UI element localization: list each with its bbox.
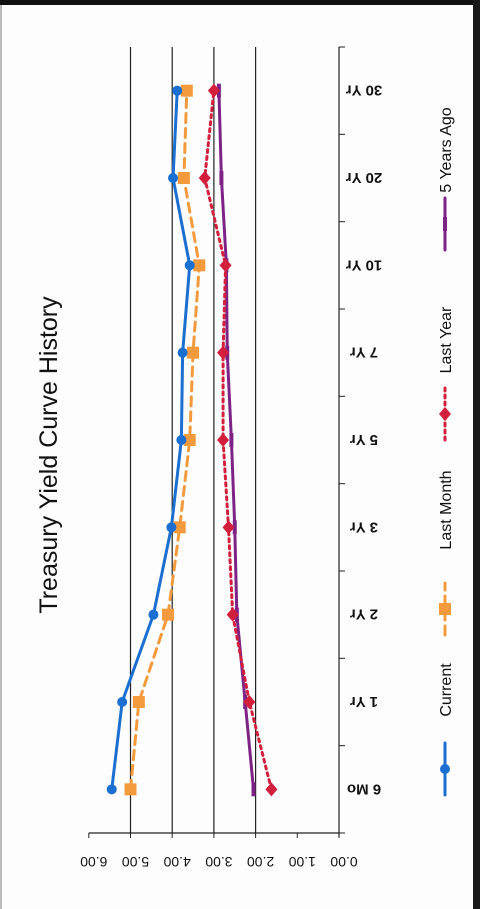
data-point (173, 521, 186, 534)
value-tick-label: 1.00 (288, 854, 315, 870)
data-point (132, 696, 145, 708)
category-label: 5 Yr (350, 431, 378, 448)
legend-label: Current (438, 663, 455, 717)
data-point (207, 83, 220, 98)
value-tick-label: 0.00 (330, 854, 357, 870)
data-point (124, 783, 137, 796)
frame-edge-top (0, 0, 480, 5)
axis-group: 0.00 1.00 2.00 3.00 4.00 5.00 6.00 6 Mo 1 Yr 2 Yr… (80, 46, 383, 870)
legend: Current Last Month Last Year 5 Years Ago (438, 107, 455, 797)
data-point (177, 172, 190, 184)
series-last-month (124, 84, 206, 796)
data-point (193, 259, 206, 272)
data-point (180, 84, 193, 97)
category-label: 30 Yr (346, 82, 383, 99)
data-point (226, 607, 239, 622)
data-point (148, 609, 159, 620)
chart-title: Treasury Yield Curve History (35, 296, 63, 614)
series-group (106, 83, 278, 797)
series-current (106, 85, 195, 795)
value-tick-label: 2.00 (247, 854, 274, 870)
series-line (203, 89, 273, 791)
series-line (129, 89, 201, 791)
data-point (166, 522, 177, 533)
category-label: 2 Yr (350, 606, 378, 623)
data-point (176, 435, 187, 445)
legend-label: Last Month (438, 470, 455, 549)
legend-swatch-marker (440, 764, 450, 774)
legend-swatch-marker (443, 217, 447, 231)
data-point (229, 433, 234, 447)
frame-edge-right (473, 0, 480, 909)
data-point (243, 695, 256, 709)
data-point (217, 345, 230, 360)
legend-swatch-marker (439, 603, 451, 615)
legend-label: Last Year (438, 306, 455, 373)
legend-label: 5 Years Ago (438, 107, 455, 193)
data-point (198, 171, 211, 185)
data-point (172, 85, 183, 96)
data-point (265, 782, 278, 797)
data-point (217, 433, 230, 447)
category-label: 1 Yr (350, 693, 378, 710)
data-point (162, 608, 175, 621)
legend-entry-last-month: Last Month (438, 470, 455, 637)
data-point (251, 782, 256, 797)
data-point (219, 171, 224, 185)
value-tick-label: 3.00 (205, 854, 232, 870)
value-tick-label: 4.00 (163, 854, 190, 870)
data-point (117, 697, 128, 707)
data-point (183, 434, 196, 446)
category-label: 7 Yr (350, 344, 378, 361)
data-point (222, 520, 235, 535)
category-label: 10 Yr (346, 256, 383, 273)
data-point (184, 260, 195, 271)
category-label: 6 Mo (347, 780, 381, 797)
legend-entry-current: Current (438, 663, 455, 797)
legend-entry-last-year: Last Year (438, 306, 455, 442)
data-point (232, 520, 237, 535)
category-label: 3 Yr (350, 518, 378, 535)
value-tick-label: 5.00 (122, 854, 149, 870)
data-point (219, 258, 232, 273)
series-last-year (198, 83, 278, 797)
data-point (168, 173, 179, 183)
data-point (106, 784, 117, 795)
legend-entry-5-years-ago: 5 Years Ago (438, 107, 455, 252)
category-label: 20 Yr (346, 169, 383, 186)
frame-edge-left (0, 0, 2, 909)
data-point (187, 346, 200, 359)
data-point (177, 347, 188, 358)
legend-swatch-marker (439, 407, 451, 421)
value-tick-label: 6.00 (80, 854, 107, 870)
